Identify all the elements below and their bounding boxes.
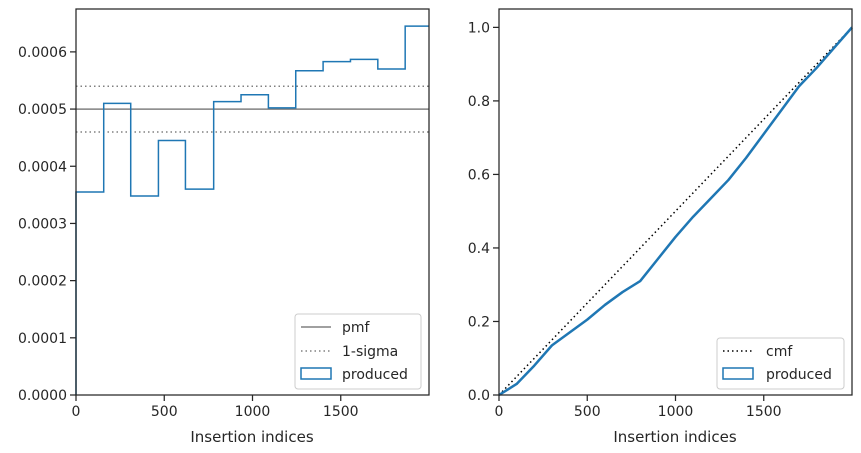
cumulative-axes-frame <box>498 8 853 396</box>
histogram-legend: pmf 1-sigma produced <box>294 313 422 390</box>
histogram-x-tick-label: 500 <box>151 404 178 420</box>
histogram-y-ticks: 0.0000 0.0001 0.0002 0.0003 0.0004 0.0005 0.00… <box>18 45 76 404</box>
cumulative-x-tick-label: 1000 <box>658 404 694 420</box>
cumulative-y-tick-label: 0.6 <box>468 167 490 183</box>
histogram-y-tick-label: 0.0006 <box>18 45 67 61</box>
cumulative-x-tick-label: 500 <box>574 404 601 420</box>
histogram-y-tick-label: 0.0004 <box>18 159 67 175</box>
histogram-y-tick-label: 0.0005 <box>18 102 67 118</box>
cumulative-legend-box <box>716 337 845 390</box>
histogram-y-tick-label: 0.0000 <box>18 388 67 404</box>
cumulative-plot-area <box>498 26 853 397</box>
legend-produced-cumulative-label: produced <box>766 367 832 383</box>
cumulative-legend: cmf produced <box>716 337 845 390</box>
legend-produced-cumulative-swatch <box>722 367 754 380</box>
histogram-legend-box <box>294 313 422 390</box>
histogram-y-tick-label: 0.0001 <box>18 331 67 347</box>
cumulative-x-tick-label: 1500 <box>746 404 782 420</box>
legend-produced-swatch <box>300 367 332 380</box>
legend-pmf-label: pmf <box>342 320 371 336</box>
histogram-x-axis-label: Insertion indices <box>190 428 313 446</box>
histogram-y-tick-label: 0.0002 <box>18 274 67 290</box>
produced-step-histogram <box>75 25 429 395</box>
histogram-x-tick-label: 0 <box>72 404 81 420</box>
histogram-x-ticks: 0 500 1000 1500 <box>72 395 359 420</box>
cumulative-y-tick-label: 0.0 <box>468 388 490 404</box>
histogram-y-tick-label: 0.0003 <box>18 216 67 232</box>
cumulative-x-ticks: 0 500 1000 1500 <box>495 395 782 420</box>
histogram-x-tick-label: 1500 <box>323 404 359 420</box>
cumulative-y-tick-label: 0.8 <box>468 94 490 110</box>
legend-produced-label: produced <box>342 367 408 383</box>
legend-cmf-label: cmf <box>766 344 793 360</box>
cumulative-y-tick-label: 0.2 <box>468 314 490 330</box>
cumulative-y-ticks: 0.0 0.2 0.4 0.6 0.8 1.0 <box>468 20 499 404</box>
cumulative-x-axis-label: Insertion indices <box>613 428 736 446</box>
histogram-x-tick-label: 1000 <box>235 404 271 420</box>
produced-cumulative-line <box>498 26 853 397</box>
histogram-panel: 0 500 1000 1500 0.00000.00010.00020.00030.0… <box>18 8 430 446</box>
cumulative-y-tick-label: 0.4 <box>468 241 490 257</box>
cumulative-panel: 0 500 1000 1500 0.0 0.2 0.4 0.6 0.8 1.0 Insertio… <box>468 8 853 446</box>
cumulative-y-tick-label: 1.0 <box>468 20 490 36</box>
cumulative-x-tick-label: 0 <box>495 404 504 420</box>
legend-1-sigma-label: 1-sigma <box>342 344 398 360</box>
histogram-plot-area <box>75 25 429 395</box>
